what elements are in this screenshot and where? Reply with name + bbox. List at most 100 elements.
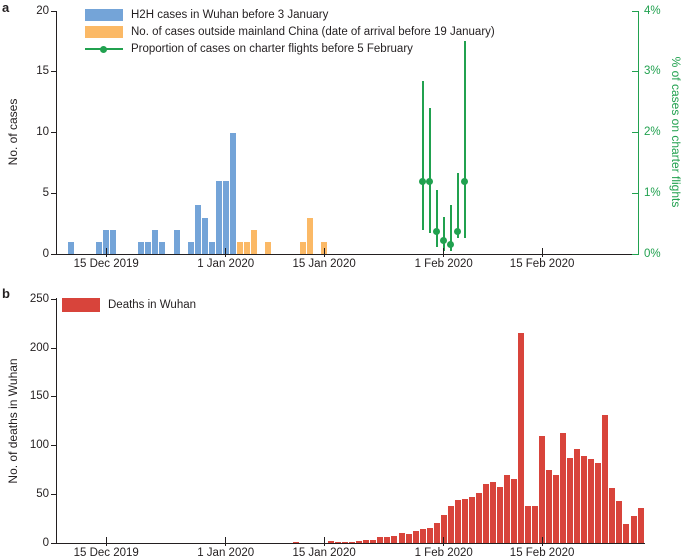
h2h-bar-swatch-icon [85,9,123,21]
bar-death-count [405,534,412,543]
bar-imported-case [307,217,314,255]
x-axis-tick-label: 1 Jan 2020 [197,258,255,270]
bar-death-count [468,497,475,543]
y-axis-tick-label: 200 [29,341,49,354]
bar-death-count [363,540,370,543]
charter-ci-line [442,216,445,251]
outside-china-bar-swatch-icon [85,26,123,38]
bar-h2h-case [215,181,222,254]
bar-death-count [532,506,538,543]
y2-axis-tick-label: 3% [644,65,661,78]
legend-row-outside-china: No. of cases outside mainland China (dat… [85,26,495,38]
panel-a-right-axis-line [638,11,639,255]
bar-death-count [503,474,510,543]
bar-death-count [616,501,623,543]
x-axis-tick [323,537,325,546]
bar-death-count [560,432,567,543]
bar-h2h-case [152,229,159,254]
bar-h2h-case [145,241,152,254]
y-axis-tick-label: 0 [42,247,49,260]
bar-death-count [567,458,574,543]
bar-death-count [461,499,468,543]
bar-death-count [398,533,405,543]
bar-death-count [489,481,496,543]
y-axis-tick-label: 0 [42,536,49,549]
charter-proportion-point [447,241,455,249]
bar-death-count [539,435,546,543]
x-axis-tick [225,537,227,546]
y-axis-tick-label: 15 [36,65,49,78]
y-axis-tick [51,192,57,194]
charter-proportion-point [426,177,434,185]
bar-death-count [293,542,299,543]
bar-h2h-case [110,229,117,254]
y2-axis-tick [632,132,638,133]
legend-row-deaths: Deaths in Wuhan [62,298,196,312]
y-axis-tick [51,132,57,133]
panel-a-x-axis-line [56,254,639,255]
panel-b-y-axis-title: No. of deaths in Wuhan [6,358,20,484]
bar-imported-case [236,241,243,254]
panel-b-label: b [2,286,10,301]
bar-death-count [342,542,349,543]
x-axis-tick [443,248,445,257]
bar-death-count [440,514,447,543]
x-axis-tick [105,537,107,546]
legend-label-h2h: H2H cases in Wuhan before 3 January [131,9,329,21]
y2-axis-tick-label: 4% [644,4,661,17]
x-axis-tick [105,248,107,257]
bar-death-count [454,500,461,543]
panel-b-y-axis-line [56,298,57,544]
bar-death-count [335,542,342,543]
y2-axis-tick-label: 2% [644,126,661,138]
y-axis-tick [51,298,57,300]
y2-axis-tick [632,192,638,194]
bar-death-count [412,531,419,543]
bar-h2h-case [96,241,103,254]
bar-death-count [447,506,454,543]
charter-proportion-point [461,177,469,185]
bar-death-count [525,506,531,543]
bar-death-count [637,507,644,543]
x-axis-tick-label: 15 Jan 2020 [292,547,356,559]
bar-h2h-case [229,132,236,254]
bar-death-count [595,463,602,543]
bar-death-count [370,540,377,543]
x-axis-tick-label: 1 Feb 2020 [414,547,473,559]
bar-h2h-case [138,241,145,254]
bar-death-count [553,474,560,543]
charter-ci-line [428,108,431,233]
y-axis-tick-label: 5 [42,186,49,199]
x-axis-tick-label: 1 Feb 2020 [414,258,473,270]
y-axis-tick [51,542,57,544]
y-axis-tick [51,71,57,73]
bar-death-count [377,537,384,543]
bar-h2h-case [194,205,201,254]
bar-death-count [349,542,356,543]
x-axis-tick [323,248,325,257]
x-axis-tick [443,537,445,546]
bar-imported-case [243,241,250,254]
bar-death-count [475,493,482,543]
bar-imported-case [250,229,257,254]
bar-death-count [609,488,616,543]
x-axis-tick-label: 15 Jan 2020 [292,258,356,270]
bar-death-count [623,523,630,543]
y-axis-tick-label: 10 [36,126,49,138]
bar-h2h-case [173,229,180,254]
y-axis-tick [51,10,57,12]
y-axis-tick [51,347,57,349]
bar-death-count [588,459,595,543]
y2-axis-tick-label: 0% [644,247,661,260]
bar-death-count [419,529,426,543]
bar-death-count [482,483,489,543]
bar-h2h-case [159,241,166,254]
charter-ci-line [449,205,452,251]
y2-axis-tick-label: 1% [644,186,661,199]
bar-death-count [574,448,581,543]
charter-ci-line [456,173,459,239]
y-axis-tick [51,493,57,495]
bar-death-count [328,541,335,543]
bar-h2h-case [208,241,215,254]
